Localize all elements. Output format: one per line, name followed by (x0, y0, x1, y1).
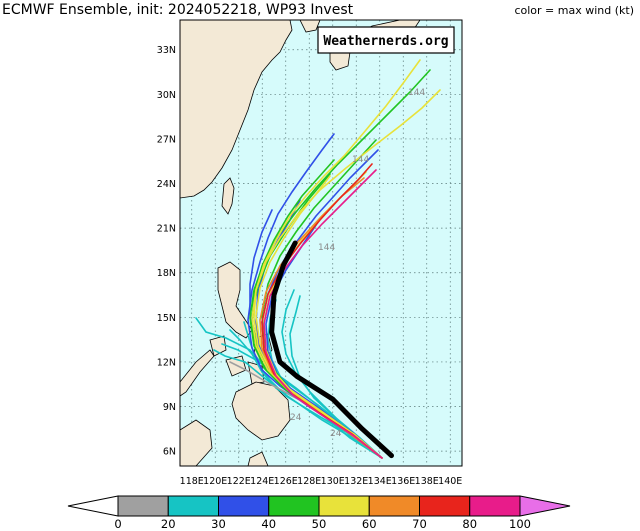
colorbar-segment (368, 495, 420, 517)
colorbar-tick-label: 60 (361, 517, 377, 531)
member-track (253, 59, 421, 459)
lat-label: 6N (163, 447, 176, 458)
lon-label: 126E (274, 476, 298, 487)
lat-label: 30N (157, 90, 176, 101)
colorbar-tick-label: 0 (114, 517, 122, 531)
colorbar-tick-label: 80 (462, 517, 478, 531)
hour-label: 144 (408, 88, 425, 98)
lat-label: 21N (157, 224, 176, 235)
colorbar-tick-label: 100 (509, 517, 531, 531)
ensemble-mean-track (269, 240, 394, 459)
land-mindanao (231, 381, 291, 441)
colorbar-caption: color = max wind (kt) (514, 4, 634, 17)
lon-label: 128E (297, 476, 321, 487)
colorbar-tick-label: 50 (311, 517, 327, 531)
lon-label: 132E (344, 476, 368, 487)
colorbar-tick-label: 40 (261, 517, 277, 531)
lat-label: 27N (157, 134, 176, 145)
longitude-labels: 118E 120E 122E 124E 126E 128E 130E 132E 134E 136E… (180, 476, 463, 487)
lat-label: 33N (157, 45, 176, 56)
forecast-hour-labels: 144 144 144 24 24 (290, 88, 425, 439)
colorbar-right-arrow (519, 495, 571, 517)
colorbar-segment (318, 495, 370, 517)
hour-label: 144 (318, 243, 335, 253)
land-palawan (180, 349, 215, 397)
colorbar-segment (117, 495, 169, 517)
latitude-labels: 33N 30N 27N 24N 21N 18N 15N 12N 9N 6N (157, 45, 176, 457)
colorbar-segment (469, 495, 521, 517)
colorbar (67, 495, 571, 517)
hour-label: 24 (290, 413, 302, 423)
colorbar-tick-label: 70 (412, 517, 427, 531)
land-mindoro (209, 335, 227, 357)
watermark: Weathernerds.org (317, 26, 455, 54)
land-borneo (180, 419, 213, 466)
colorbar-tick-label: 20 (160, 517, 176, 531)
lat-label: 18N (157, 268, 176, 279)
lon-label: 118E (180, 476, 204, 487)
colorbar-segment (268, 495, 320, 517)
lat-label: 24N (157, 179, 176, 190)
colorbar-segment (167, 495, 219, 517)
lon-label: 134E (368, 476, 392, 487)
lon-label: 136E (391, 476, 415, 487)
ensemble-tracks (195, 59, 441, 459)
land-korea (299, 20, 321, 33)
colorbar-left-arrow (67, 495, 119, 517)
lat-label: 15N (157, 313, 176, 324)
colorbar-segment (419, 495, 471, 517)
watermark-text: Weathernerds.org (323, 34, 448, 49)
lon-label: 140E (438, 476, 462, 487)
land-taiwan (221, 177, 235, 215)
land-china (180, 20, 293, 199)
lat-label: 12N (157, 357, 176, 368)
map-frame (179, 19, 463, 467)
hour-label: 24 (330, 429, 342, 439)
lon-label: 138E (415, 476, 439, 487)
lon-label: 120E (203, 476, 227, 487)
colorbar-segment (218, 495, 270, 517)
land-sulawesi (247, 451, 269, 466)
hour-label: 144 (352, 155, 369, 165)
map-title: ECMWF Ensemble, init: 2024052218, WP93 I… (2, 2, 354, 18)
lon-label: 122E (227, 476, 251, 487)
lon-label: 130E (321, 476, 345, 487)
lon-label: 124E (250, 476, 274, 487)
colorbar-tick-label: 30 (211, 517, 226, 531)
member-track (263, 169, 383, 459)
lat-label: 9N (163, 402, 176, 413)
member-track (255, 175, 383, 459)
